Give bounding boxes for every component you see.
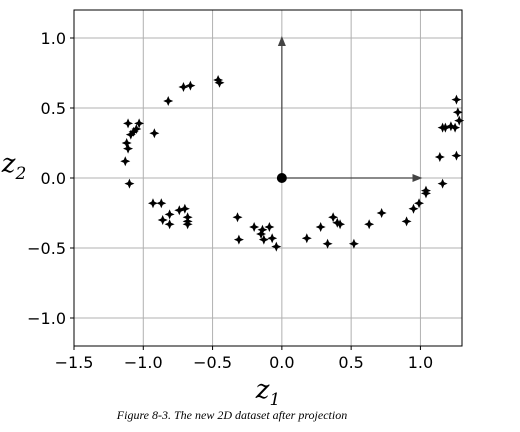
ticks: −1.5 −1.0 −0.5 0.0 0.5 1.0 −1.0 −0.5 0.0 0.5 1.0 — [27, 29, 433, 372]
x-axis-label: z1 — [255, 375, 281, 410]
y-axis-label: z2 — [1, 149, 27, 184]
y-tick-label: −0.5 — [27, 239, 66, 258]
origin-point — [277, 173, 287, 183]
data-point — [122, 138, 132, 148]
data-point — [183, 219, 193, 229]
data-point — [165, 209, 175, 219]
data-point — [302, 233, 312, 243]
y-tick-label: −1.0 — [27, 309, 66, 328]
data-point — [124, 179, 134, 189]
data-point — [409, 204, 419, 214]
data-point — [438, 179, 448, 189]
data-point — [451, 95, 461, 105]
data-point — [271, 242, 281, 252]
data-point — [267, 233, 277, 243]
data-point — [435, 152, 445, 162]
x-tick-label: 0.5 — [338, 353, 363, 372]
data-point — [414, 198, 424, 208]
data-point — [402, 216, 412, 226]
data-point — [451, 151, 461, 161]
data-point — [163, 96, 173, 106]
data-point — [264, 222, 274, 232]
data-point — [120, 156, 130, 166]
data-point — [156, 198, 166, 208]
data-point — [349, 239, 359, 249]
data-point — [453, 107, 463, 117]
x-tick-label: −1.5 — [55, 353, 94, 372]
data-point — [123, 144, 133, 154]
x-tick-label: −1.0 — [124, 353, 163, 372]
basis-arrows — [277, 38, 421, 183]
y-tick-label: 0.0 — [41, 169, 66, 188]
data-point — [377, 208, 387, 218]
data-point — [364, 219, 374, 229]
x-tick-label: 1.0 — [408, 353, 433, 372]
data-point — [316, 222, 326, 232]
data-point — [421, 186, 431, 196]
data-point — [440, 123, 450, 133]
x-tick-label: 0.0 — [269, 353, 294, 372]
data-point — [178, 82, 188, 92]
data-point — [123, 118, 133, 128]
data-point — [185, 81, 195, 91]
x-tick-label: −0.5 — [193, 353, 232, 372]
data-point — [234, 235, 244, 245]
data-point — [158, 215, 168, 225]
data-point — [174, 205, 184, 215]
data-point — [149, 128, 159, 138]
figure-caption: Figure 8-3. The new 2D dataset after pro… — [0, 408, 464, 423]
data-point — [454, 116, 464, 126]
data-point — [233, 212, 243, 222]
data-points — [120, 75, 464, 252]
data-point — [249, 222, 259, 232]
y-tick-label: 1.0 — [41, 29, 66, 48]
data-point — [165, 219, 175, 229]
data-point — [323, 239, 333, 249]
y-tick-label: 0.5 — [41, 99, 66, 118]
data-point — [180, 204, 190, 214]
